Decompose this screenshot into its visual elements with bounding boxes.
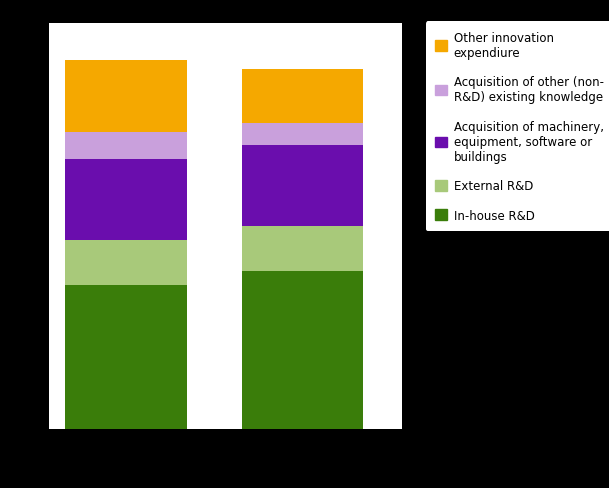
Bar <box>65 160 187 241</box>
Legend: Other innovation
expendiure, Acquisition of other (non-
R&D) existing knowledge,: Other innovation expendiure, Acquisition… <box>426 22 609 232</box>
Bar <box>242 123 364 146</box>
Bar <box>242 69 364 123</box>
Bar <box>65 132 187 160</box>
Bar <box>65 241 187 285</box>
Bar <box>242 272 364 429</box>
Bar <box>242 227 364 272</box>
Bar <box>65 285 187 429</box>
Bar <box>242 146 364 227</box>
Bar <box>65 61 187 132</box>
